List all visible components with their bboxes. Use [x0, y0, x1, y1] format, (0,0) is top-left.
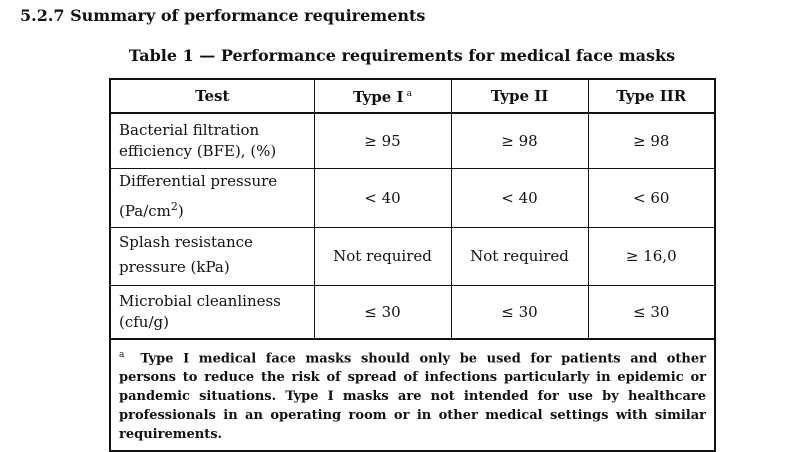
type1-value: Not required	[313, 227, 452, 286]
type2-value: ≤ 30	[450, 285, 589, 340]
test-name-line: pressure (kPa)	[119, 258, 230, 276]
test-name-cell: Microbial cleanliness (cfu/g)	[109, 285, 315, 340]
footnote-ref: a	[406, 89, 412, 99]
type2-value: ≥ 98	[450, 112, 589, 169]
test-name-cell: Splash resistance pressure (kPa)	[109, 227, 315, 286]
test-name-cell: Differential pressure (Pa/cm2)	[109, 168, 315, 228]
type3-value: ≥ 16,0	[587, 227, 716, 286]
section-heading: 5.2.7 Summary of performance requirement…	[20, 6, 426, 25]
footnote-row: a Type I medical face masks should only b…	[109, 337, 716, 452]
test-name-line: Splash resistance	[119, 233, 253, 251]
type1-value: < 40	[313, 168, 452, 228]
header-type2: Type II	[450, 78, 589, 114]
unit-superscript: 2	[170, 199, 178, 213]
header-type2-label: Type II	[490, 86, 549, 105]
type1-value: ≤ 30	[313, 285, 452, 340]
test-name-line: Bacterial filtration	[119, 121, 260, 139]
footnote-marker: a	[119, 350, 125, 360]
header-type1-label: Type I	[353, 88, 404, 106]
footnote-text: Type I medical face masks should only be…	[119, 351, 706, 443]
type1-value: ≥ 95	[313, 112, 452, 169]
unit-close: )	[177, 201, 184, 220]
type3-value: ≤ 30	[587, 285, 716, 340]
header-test: Test	[109, 78, 315, 114]
test-name-line: Differential pressure	[119, 171, 278, 190]
header-type3-label: Type IIR	[616, 86, 687, 105]
header-type3: Type IIR	[587, 78, 716, 114]
table-caption: Table 1 — Performance requirements for m…	[128, 46, 676, 65]
type2-value: Not required	[450, 227, 589, 286]
test-name-line: (Pa/cm	[119, 201, 171, 220]
type3-value: < 60	[587, 168, 716, 228]
test-name-line: (cfu/g)	[119, 313, 169, 331]
table-row: Differential pressure (Pa/cm2) < 40 < 40…	[109, 168, 716, 228]
test-name-line: Microbial cleanliness	[119, 292, 281, 310]
table-row: Microbial cleanliness (cfu/g) ≤ 30 ≤ 30 …	[109, 285, 716, 340]
table-row: Splash resistance pressure (kPa) Not req…	[109, 227, 716, 286]
header-test-label: Test	[195, 86, 230, 105]
test-name-line: efficiency (BFE), (%)	[119, 142, 277, 160]
type2-value: < 40	[450, 168, 589, 228]
test-name-cell: Bacterial filtration efficiency (BFE), (…	[109, 112, 315, 169]
type3-value: ≥ 98	[587, 112, 716, 169]
table-row: Bacterial filtration efficiency (BFE), (…	[109, 112, 716, 169]
footnote-cell: a Type I medical face masks should only b…	[109, 337, 716, 452]
